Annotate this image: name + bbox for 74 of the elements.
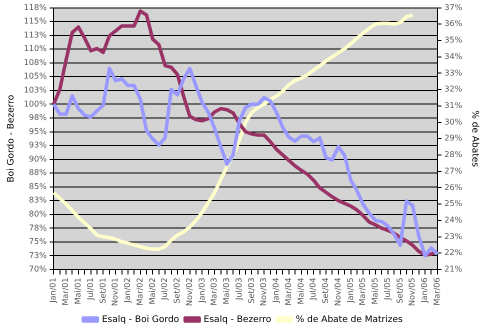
x-tick-label: Jan/05 — [346, 278, 355, 304]
y-tick-label: 93% — [28, 140, 48, 150]
y2-tick-label: 23% — [444, 232, 463, 241]
x-tick-label: Set/05 — [395, 278, 404, 304]
y2-tick-label: 33% — [444, 68, 463, 78]
x-tick-label: Jan/06 — [420, 278, 430, 304]
x-tick-label: Jul/03 — [234, 278, 244, 302]
y-tick-label: 70% — [28, 264, 48, 274]
y2-tick-label: 22% — [444, 248, 463, 258]
x-tick-label: Jul/05 — [382, 278, 392, 302]
y2-tick-label: 32% — [444, 84, 463, 94]
legend-label: Esalq - Boi Gordo — [102, 314, 180, 325]
x-tick-label: Set/03 — [246, 278, 256, 304]
y2-tick-label: 35% — [444, 36, 463, 45]
x-tick-label: Jan/03 — [197, 278, 206, 304]
x-tick-label: Mar/01 — [61, 278, 70, 306]
x-tick-label: Mai/01 — [74, 278, 83, 304]
x-tick-label: Mar/03 — [210, 278, 219, 306]
y-tick-label: 115% — [24, 16, 48, 26]
x-tick-label: Nov/04 — [333, 278, 342, 306]
y-tick-label: 110% — [24, 44, 48, 54]
y-tick-label: 95% — [28, 126, 48, 136]
y-tick-label: 78% — [28, 223, 48, 232]
x-tick-label: Jan/01 — [48, 278, 58, 304]
y-tick-label: 98% — [28, 113, 48, 122]
y-tick-label: 88% — [28, 168, 48, 178]
x-tick-label: Jul/02 — [160, 278, 170, 302]
x-tick-label: Mar/02 — [135, 278, 144, 306]
y2-tick-label: 31% — [444, 101, 463, 110]
legend-label: % de Abate de Matrizes — [296, 314, 403, 325]
y-tick-label: 80% — [28, 209, 48, 218]
y2-tick-label: 21% — [444, 264, 463, 274]
y-tick-label: 90% — [28, 154, 48, 164]
y-tick-label: 113% — [24, 30, 48, 40]
x-tick-label: Jan/02 — [123, 278, 132, 304]
x-tick-label: Mar/06 — [432, 278, 442, 306]
x-tick-label: Mai/03 — [222, 278, 232, 304]
y2-tick-label: 27% — [444, 166, 463, 176]
y2-tick-label: 29% — [444, 134, 463, 143]
y-tick-label: 85% — [28, 182, 48, 191]
x-tick-label: Nov/02 — [184, 278, 194, 306]
y2-tick-label: 24% — [444, 216, 463, 225]
y-tick-label: 103% — [24, 86, 48, 95]
x-tick-label: Set/01 — [98, 278, 108, 304]
x-tick-label: Set/02 — [172, 278, 182, 304]
x-tick-label: Set/04 — [321, 278, 330, 304]
y-tick-label: 105% — [24, 72, 48, 81]
y2-tick-label: 36% — [444, 19, 463, 28]
x-tick-label: Nov/03 — [259, 278, 268, 306]
y2-tick-label: 37% — [444, 2, 463, 12]
y-tick-label: 75% — [28, 237, 48, 246]
x-tick-label: Mai/05 — [370, 278, 380, 304]
x-tick-label: Mar/04 — [284, 278, 293, 306]
x-tick-label: Jul/04 — [308, 278, 318, 302]
y-tick-label: 100% — [24, 99, 48, 108]
y2-tick-label: 30% — [444, 117, 463, 126]
y-tick-label: 83% — [28, 196, 48, 205]
x-tick-label: Mar/05 — [358, 278, 368, 306]
y-tick-label: 73% — [28, 250, 48, 260]
y2-axis-title: % de Abates — [469, 110, 480, 168]
x-tick-label: Mai/04 — [296, 278, 306, 304]
y2-tick-label: 28% — [444, 150, 463, 160]
legend-label: Esalq - Bezerro — [204, 314, 272, 325]
x-tick-label: Jul/01 — [86, 278, 95, 302]
y2-tick-label: 25% — [444, 199, 463, 208]
y-tick-label: 118% — [24, 2, 48, 12]
x-tick-label: Nov/05 — [408, 278, 417, 306]
y2-tick-label: 26% — [444, 182, 463, 192]
x-tick-label: Mai/02 — [148, 278, 157, 304]
y2-tick-label: 34% — [444, 52, 463, 61]
y-axis-title: Boi Gordo - Bezerro — [6, 94, 17, 183]
y-tick-label: 108% — [24, 58, 48, 67]
x-tick-label: Nov/01 — [110, 278, 120, 306]
x-tick-label: Jan/04 — [272, 278, 281, 304]
